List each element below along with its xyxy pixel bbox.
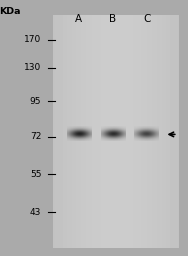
Text: 95: 95 (30, 97, 41, 106)
Text: KDa: KDa (0, 7, 20, 16)
Text: 170: 170 (24, 35, 41, 44)
Text: A: A (75, 14, 83, 24)
Text: 43: 43 (30, 208, 41, 217)
Text: 72: 72 (30, 132, 41, 142)
Text: 55: 55 (30, 169, 41, 179)
Text: 130: 130 (24, 63, 41, 72)
Text: B: B (109, 14, 116, 24)
Text: C: C (143, 14, 150, 24)
